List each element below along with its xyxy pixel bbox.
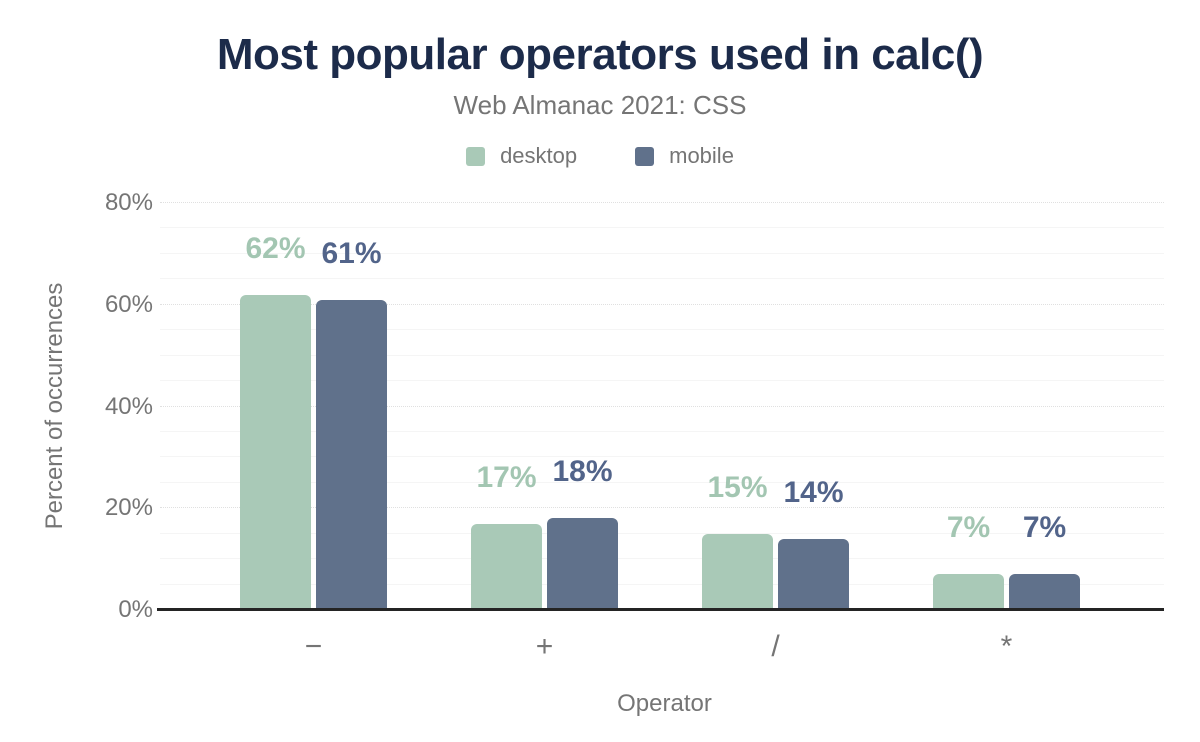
gridline-minor bbox=[160, 558, 1164, 560]
gridline-minor bbox=[160, 354, 1164, 356]
gridline-minor bbox=[160, 329, 1164, 331]
x-axis-baseline bbox=[157, 608, 1164, 611]
bar-groups: 62% 61% − 17% 18% +15% 14% / 7% 7% * bbox=[198, 203, 1122, 662]
x-tick-label: / bbox=[771, 630, 780, 663]
legend-item-desktop: desktop bbox=[466, 143, 577, 169]
legend-label-mobile: mobile bbox=[669, 143, 734, 168]
category-group-1: 62% 61% − bbox=[198, 203, 429, 662]
category-group-2: 17% 18% + bbox=[429, 203, 660, 662]
legend-swatch-desktop bbox=[466, 146, 486, 166]
bar-value-label-desktop: 62% bbox=[245, 231, 306, 265]
category-group-3: 15% 14% / bbox=[660, 203, 891, 662]
chart-subtitle: Web Almanac 2021: CSS bbox=[453, 90, 747, 120]
bar-desktop-4: 7% bbox=[933, 513, 1004, 610]
x-tick-label: + bbox=[535, 630, 554, 663]
bar-value-label-desktop: 17% bbox=[476, 460, 537, 494]
legend-label-desktop: desktop bbox=[500, 143, 578, 168]
bar-value-label-mobile: 61% bbox=[321, 236, 382, 270]
y-tick-label: 80% bbox=[104, 189, 153, 216]
y-tick-label: 60% bbox=[104, 290, 153, 318]
x-tick-label: − bbox=[304, 630, 323, 663]
legend-swatch-mobile bbox=[635, 146, 655, 166]
y-axis-title: Percent of occurrences bbox=[41, 282, 68, 530]
x-tick-label: * bbox=[1000, 630, 1013, 663]
bar-mobile-4: 7% bbox=[1009, 513, 1080, 610]
bar-mobile-1: 61% bbox=[316, 238, 387, 610]
bar-desktop-2: 17% bbox=[471, 462, 542, 610]
bar-mobile-2: 18% bbox=[547, 457, 618, 610]
gridline-major bbox=[160, 202, 1164, 203]
chart-legend: desktop mobile bbox=[0, 143, 1200, 169]
bar-value-label-desktop: 7% bbox=[946, 511, 991, 545]
gridline-minor bbox=[160, 583, 1164, 585]
x-axis-title: Operator bbox=[617, 690, 712, 717]
gridline-major bbox=[160, 405, 1164, 407]
gridline-minor bbox=[160, 227, 1164, 229]
bar-value-label-mobile: 7% bbox=[1022, 511, 1067, 545]
gridline-minor bbox=[160, 252, 1164, 254]
bar-desktop-3: 15% bbox=[702, 472, 773, 610]
gridline-major bbox=[160, 507, 1164, 509]
y-tick-label: 0% bbox=[118, 596, 153, 623]
gridline-minor bbox=[160, 532, 1164, 534]
bar-value-label-desktop: 15% bbox=[707, 470, 768, 504]
gridline-major bbox=[160, 303, 1164, 305]
gridline-minor bbox=[160, 481, 1164, 483]
category-group-4: 7% 7% * bbox=[891, 203, 1122, 662]
y-axis-ticks: 0% 20% 40% 60% 80% bbox=[0, 191, 153, 622]
gridline-minor bbox=[160, 380, 1164, 382]
chart-title: Most popular operators used in calc() bbox=[216, 30, 984, 79]
bar-mobile-3: 14% bbox=[778, 477, 849, 610]
gridline-minor bbox=[160, 430, 1164, 432]
plot-area: 62% 61% − 17% 18% +15% 14% / 7% 7% * bbox=[157, 202, 1164, 662]
bar-desktop-1: 62% bbox=[240, 233, 311, 610]
y-tick-label: 20% bbox=[104, 494, 153, 522]
gridline-minor bbox=[160, 456, 1164, 458]
gridline-minor bbox=[160, 278, 1164, 280]
bar-value-label-mobile: 14% bbox=[783, 475, 844, 509]
legend-item-mobile: mobile bbox=[635, 143, 734, 169]
y-tick-label: 40% bbox=[104, 392, 153, 420]
bar-value-label-mobile: 18% bbox=[552, 455, 613, 489]
